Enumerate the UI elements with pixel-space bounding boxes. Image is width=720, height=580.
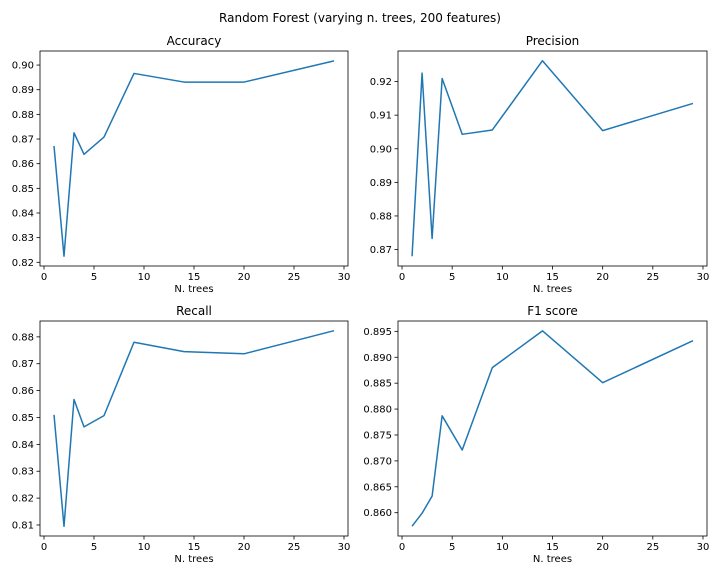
accuracy-y-tick-label: 0.89 — [12, 85, 34, 96]
recall-x-tick-label: 25 — [288, 542, 301, 553]
subplot-accuracy: Accuracy 0 5 10 15 20 25 30 0.82 0.83 0.84 0.85 0.86… — [12, 34, 351, 295]
accuracy-title: Accuracy — [167, 34, 222, 48]
precision-x-tick-label: 25 — [646, 272, 659, 283]
accuracy-x-tick-label: 20 — [238, 272, 251, 283]
subplot-f1-score: F1 score 0 5 10 15 20 25 30 0.860 0.865 0.870 0.875… — [363, 304, 709, 565]
recall-series-line — [53, 329, 335, 528]
recall-y-tick-label: 0.83 — [12, 467, 34, 478]
accuracy-x-tick-label: 15 — [188, 272, 201, 283]
f1-score-x-tick-label: 15 — [546, 542, 559, 553]
precision-x-tick-label: 20 — [596, 272, 609, 283]
f1-score-y-tick-label: 0.860 — [363, 508, 392, 519]
accuracy-x-tick-label: 25 — [288, 272, 301, 283]
precision-y-tick-label: 0.92 — [370, 77, 392, 88]
f1-score-series-line — [411, 330, 694, 527]
f1-score-y-tick-label: 0.890 — [363, 353, 392, 364]
precision-y-tick-label: 0.89 — [370, 178, 392, 189]
f1-score-y-tick-label: 0.895 — [363, 327, 392, 338]
precision-y-tick-label: 0.88 — [370, 211, 392, 222]
recall-x-tick-label: 0 — [41, 542, 47, 553]
subplot-recall: Recall 0 5 10 15 20 25 30 0.81 0.82 0.83 0.84 0.85 0.… — [12, 304, 351, 565]
recall-y-tick-label: 0.87 — [12, 359, 34, 370]
recall-y-tick-label: 0.86 — [12, 386, 34, 397]
accuracy-x-tick-label: 0 — [41, 272, 47, 283]
precision-x-tick-label: 30 — [697, 272, 710, 283]
precision-series-line — [411, 59, 694, 257]
figure-title: Random Forest (varying n. trees, 200 fea… — [219, 11, 501, 25]
accuracy-y-tick-label: 0.86 — [12, 159, 34, 170]
f1-score-x-tick-label: 20 — [596, 542, 609, 553]
subplot-precision: Precision 0 5 10 15 20 25 30 0.87 0.88 0.89 0.90 0.9… — [370, 34, 710, 295]
f1-score-x-tick-label: 25 — [646, 542, 659, 553]
f1-score-y-tick-label: 0.875 — [363, 430, 392, 441]
precision-y-tick-label: 0.91 — [370, 111, 392, 122]
accuracy-y-tick-label: 0.87 — [12, 135, 34, 146]
accuracy-axes-frame — [39, 50, 349, 267]
f1-score-x-axis-label: N. trees — [533, 554, 572, 565]
f1-score-axes-frame — [397, 320, 708, 537]
accuracy-y-tick-label: 0.85 — [12, 184, 34, 195]
recall-x-tick-label: 20 — [238, 542, 251, 553]
f1-score-x-tick-label: 10 — [496, 542, 509, 553]
accuracy-x-axis-label: N. trees — [174, 284, 213, 295]
accuracy-y-tick-label: 0.83 — [12, 233, 34, 244]
precision-title: Precision — [526, 34, 580, 48]
f1-score-x-tick-label: 30 — [697, 542, 710, 553]
f1-score-x-tick-label: 0 — [399, 542, 405, 553]
recall-x-tick-label: 5 — [91, 542, 97, 553]
recall-x-tick-label: 10 — [138, 542, 151, 553]
f1-score-y-tick-label: 0.880 — [363, 405, 392, 416]
precision-x-tick-label: 10 — [496, 272, 509, 283]
subplot-grid: Accuracy 0 5 10 15 20 25 30 0.82 0.83 0.84 0.85 0.86… — [12, 34, 710, 565]
accuracy-y-tick-label: 0.90 — [12, 61, 34, 72]
precision-x-tick-label: 15 — [546, 272, 559, 283]
precision-x-axis-label: N. trees — [533, 284, 572, 295]
recall-y-tick-label: 0.84 — [12, 440, 34, 451]
accuracy-y-tick-label: 0.84 — [12, 208, 34, 219]
f1-score-x-tick-label: 5 — [449, 542, 455, 553]
recall-x-tick-label: 15 — [188, 542, 201, 553]
recall-y-tick-label: 0.85 — [12, 413, 34, 424]
accuracy-y-tick-label: 0.82 — [12, 258, 34, 269]
accuracy-x-tick-label: 30 — [338, 272, 351, 283]
accuracy-y-tick-label: 0.88 — [12, 110, 34, 121]
recall-title: Recall — [176, 304, 212, 318]
recall-y-tick-label: 0.88 — [12, 332, 34, 343]
f1-score-title: F1 score — [527, 304, 578, 318]
recall-axes-frame — [39, 320, 349, 537]
f1-score-y-tick-label: 0.865 — [363, 482, 392, 493]
precision-x-tick-label: 5 — [449, 272, 455, 283]
recall-y-tick-label: 0.81 — [12, 520, 34, 531]
f1-score-y-tick-label: 0.870 — [363, 456, 392, 467]
recall-y-tick-label: 0.82 — [12, 494, 34, 505]
precision-x-tick-label: 0 — [399, 272, 405, 283]
f1-score-y-tick-label: 0.885 — [363, 379, 392, 390]
precision-y-tick-label: 0.90 — [370, 144, 392, 155]
accuracy-x-tick-label: 10 — [138, 272, 151, 283]
recall-x-axis-label: N. trees — [174, 554, 213, 565]
accuracy-x-tick-label: 5 — [91, 272, 97, 283]
accuracy-series-line — [53, 60, 335, 257]
precision-y-tick-label: 0.87 — [370, 245, 392, 256]
recall-x-tick-label: 30 — [338, 542, 351, 553]
